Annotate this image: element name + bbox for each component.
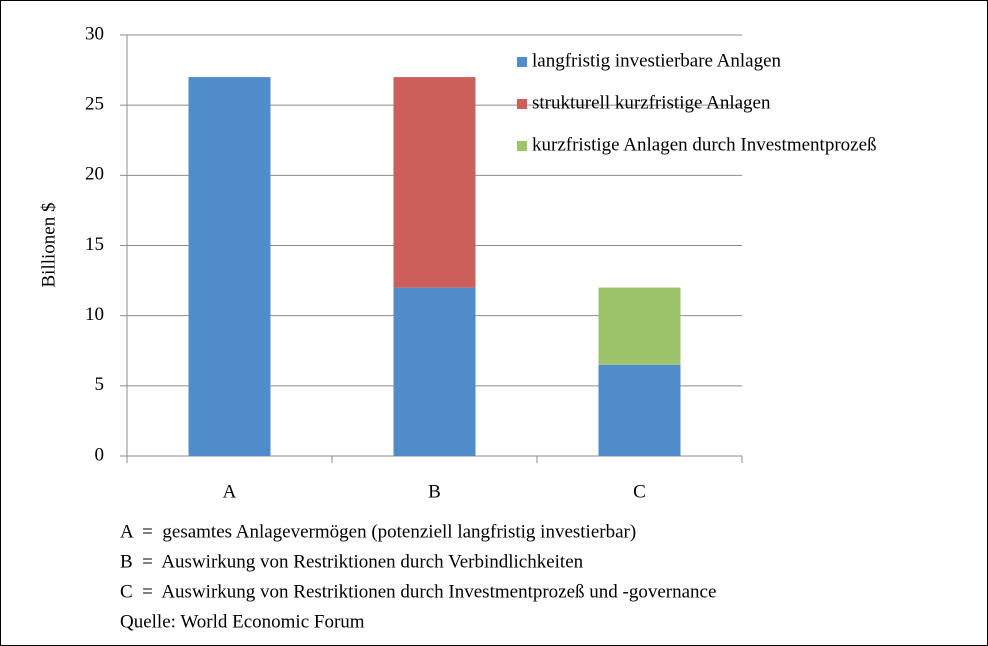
- y-tick-label: 10: [85, 304, 104, 325]
- y-axis-label: Billionen $: [38, 203, 59, 288]
- y-tick-label: 5: [95, 374, 105, 395]
- x-tick-label: C: [633, 481, 646, 502]
- bar-segment: [598, 287, 681, 365]
- bar-segment: [393, 287, 476, 456]
- bar-segment: [393, 77, 476, 288]
- legend-label: strukturell kurzfristige Anlagen: [532, 92, 771, 113]
- bar-segment: [598, 364, 681, 456]
- legend-swatch: [517, 57, 527, 67]
- legend-swatch: [517, 99, 527, 109]
- footnote: B = Auswirkung von Restriktionen durch V…: [120, 551, 584, 572]
- footnote: Quelle: World Economic Forum: [120, 611, 365, 632]
- y-tick-label: 25: [85, 94, 104, 115]
- footnote: A = gesamtes Anlagevermögen (potenziell …: [120, 521, 636, 542]
- y-tick-label: 0: [95, 444, 105, 465]
- legend-label: kurzfristige Anlagen durch Investmentpro…: [532, 134, 877, 155]
- x-tick-label: A: [223, 481, 237, 502]
- bar-segment: [188, 77, 271, 456]
- legend-swatch: [517, 141, 527, 151]
- y-tick-label: 30: [85, 23, 104, 44]
- y-tick-label: 15: [85, 234, 104, 255]
- legend-label: langfristig investierbare Anlagen: [532, 50, 782, 71]
- y-tick-label: 20: [85, 164, 104, 185]
- x-tick-label: B: [428, 481, 441, 502]
- footnote: C = Auswirkung von Restriktionen durch I…: [120, 581, 716, 602]
